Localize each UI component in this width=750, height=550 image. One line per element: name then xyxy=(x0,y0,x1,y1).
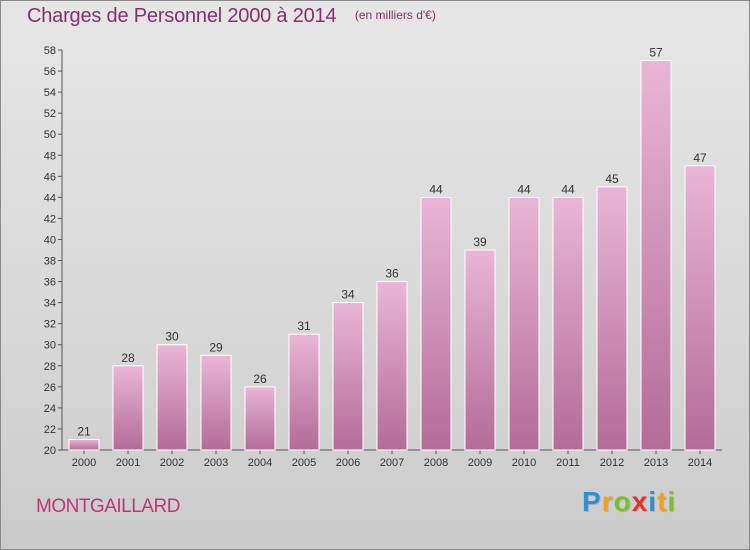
bar-labels: 21 28 30 29 26 31 34 36 44 39 44 44 45 57 47 xyxy=(77,46,707,439)
x-tick-label: 2007 xyxy=(380,457,404,469)
bar-value-label: 44 xyxy=(517,182,531,196)
x-tick-label: 2004 xyxy=(248,457,272,469)
y-tick-label: 34 xyxy=(44,298,56,310)
y-tick-label: 22 xyxy=(44,424,56,436)
bar-value-label: 29 xyxy=(209,340,223,354)
bar-value-label: 47 xyxy=(693,151,707,165)
x-tick-label: 2009 xyxy=(468,457,492,469)
bar-2010 xyxy=(508,196,540,451)
y-tick-label: 52 xyxy=(44,108,56,120)
bar-2002 xyxy=(156,344,188,451)
x-tick-label: 2008 xyxy=(424,457,448,469)
y-tick-label: 54 xyxy=(44,87,56,99)
logo-letter: x xyxy=(631,486,649,517)
bar-value-label: 44 xyxy=(561,182,575,196)
x-tick-label: 2010 xyxy=(512,457,536,469)
y-tick-label: 46 xyxy=(44,171,56,183)
y-tick-label: 48 xyxy=(44,150,56,162)
logo-letter: i xyxy=(648,486,658,517)
bar-value-label: 44 xyxy=(429,182,443,196)
logo-letter: P xyxy=(582,486,602,517)
logo-letter: o xyxy=(613,486,632,517)
x-tick-label: 2006 xyxy=(336,457,360,469)
y-tick-label: 36 xyxy=(44,277,56,289)
y-tick-label: 24 xyxy=(44,403,56,415)
bar-2008 xyxy=(420,196,452,451)
location-label: MONTGAILLARD xyxy=(36,496,180,517)
bar-value-label: 28 xyxy=(121,351,135,365)
logo-letter: i xyxy=(667,486,677,517)
bar-value-label: 39 xyxy=(473,235,487,249)
bar-2007 xyxy=(376,281,408,451)
bar-2001 xyxy=(112,365,144,451)
bar-2003 xyxy=(200,354,232,451)
x-tick-label: 2002 xyxy=(160,457,184,469)
bar-value-label: 36 xyxy=(385,267,399,281)
y-tick-label: 58 xyxy=(44,45,56,57)
y-tick-label: 42 xyxy=(44,213,56,225)
y-tick-label: 20 xyxy=(44,445,56,457)
y-tick-label: 32 xyxy=(44,319,56,331)
bars xyxy=(68,60,716,451)
y-tick-label: 56 xyxy=(44,66,56,78)
bar-2011 xyxy=(552,196,584,451)
y-tick-label: 28 xyxy=(44,361,56,373)
x-tick-label: 2012 xyxy=(600,457,624,469)
y-tick-label: 40 xyxy=(44,234,56,246)
x-tick-label: 2000 xyxy=(72,457,96,469)
bar-value-label: 34 xyxy=(341,288,355,302)
y-axis: 20 22 24 26 28 30 32 34 36 38 40 42 44 46 48 50 52 54 56 58 xyxy=(44,45,63,457)
logo-letter: r xyxy=(601,486,614,517)
x-tick-label: 2011 xyxy=(556,457,580,469)
bar-2006 xyxy=(332,302,364,451)
bar-2012 xyxy=(596,186,628,451)
y-tick-label: 38 xyxy=(44,256,56,268)
bar-2004 xyxy=(244,386,276,451)
logo-letter: t xyxy=(657,486,668,517)
x-tick-label: 2014 xyxy=(688,457,712,469)
bar-value-label: 30 xyxy=(165,330,179,344)
title-block: Charges de Personnel 2000 à 2014 (en mil… xyxy=(27,5,436,28)
bar-value-label: 57 xyxy=(649,46,663,60)
y-tick-label: 50 xyxy=(44,129,56,141)
y-tick-label: 30 xyxy=(44,340,56,352)
x-axis: 2000 2001 2002 2003 2004 2005 2006 2007 2008 2009… xyxy=(62,449,722,469)
x-tick-label: 2005 xyxy=(292,457,316,469)
x-tick-label: 2001 xyxy=(116,457,140,469)
proxiti-logo: Proxiti xyxy=(582,486,676,518)
chart-title: Charges de Personnel 2000 à 2014 xyxy=(27,5,337,27)
x-tick-label: 2003 xyxy=(204,457,228,469)
bar-2000 xyxy=(68,438,100,451)
chart-subtitle: (en milliers d'€) xyxy=(354,8,436,22)
bar-2014 xyxy=(684,165,716,451)
bar-value-label: 26 xyxy=(253,372,267,386)
x-tick-label: 2013 xyxy=(644,457,668,469)
bar-value-label: 21 xyxy=(77,424,91,438)
y-tick-label: 44 xyxy=(44,192,56,204)
bar-2013 xyxy=(640,60,672,451)
y-tick-label: 26 xyxy=(44,382,56,394)
bar-value-label: 45 xyxy=(605,172,619,186)
bar-2005 xyxy=(288,333,320,451)
bar-value-label: 31 xyxy=(297,319,311,333)
bar-2009 xyxy=(464,249,496,451)
